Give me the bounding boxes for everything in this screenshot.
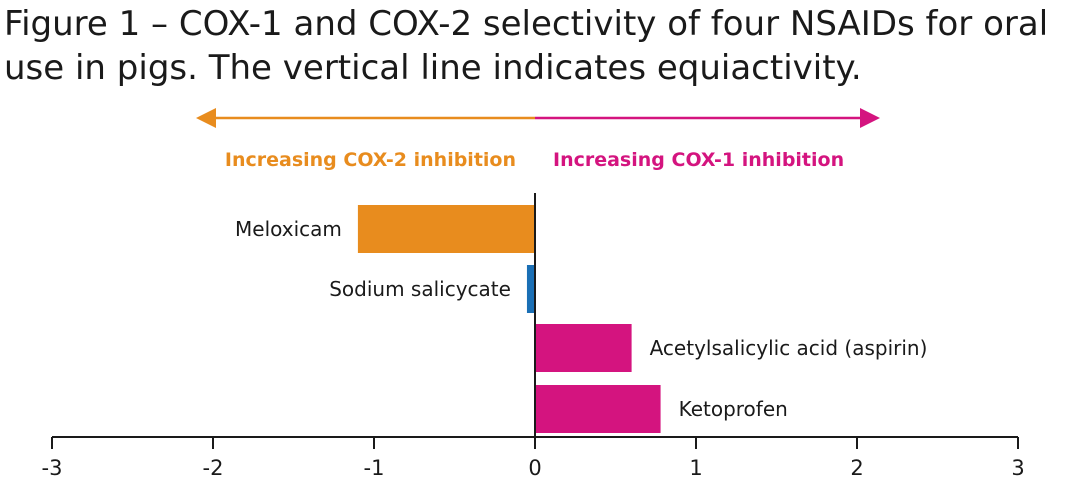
x-tick-label: 1 (689, 456, 702, 480)
figure-title-line-2: use in pigs. The vertical line indicates… (4, 48, 862, 88)
bar (526, 265, 535, 313)
bar (535, 385, 661, 433)
x-tick-label: -2 (203, 456, 224, 480)
x-tick-label: 0 (528, 456, 541, 480)
bar (535, 324, 632, 372)
cox2-direction-label: Increasing COX-2 inhibition (225, 149, 516, 171)
bar-label: Meloxicam (235, 217, 342, 241)
cox1-direction-label: Increasing COX-1 inhibition (553, 149, 844, 171)
x-tick-label: -3 (42, 456, 63, 480)
cox2-arrow-head-icon (196, 108, 216, 128)
x-tick-label: -1 (364, 456, 385, 480)
figure-title: Figure 1 – COX-1 and COX-2 selectivity o… (4, 2, 1074, 90)
x-tick-label: 2 (850, 456, 863, 480)
figure-title-line-1: Figure 1 – COX-1 and COX-2 selectivity o… (4, 4, 1049, 44)
bar (357, 205, 535, 253)
bar-label: Ketoprofen (679, 397, 788, 421)
x-tick-label: 3 (1011, 456, 1024, 480)
bar-label: Sodium salicycate (329, 277, 511, 301)
cox1-arrow-head-icon (860, 108, 880, 128)
bar-label: Acetylsalicylic acid (aspirin) (650, 336, 928, 360)
